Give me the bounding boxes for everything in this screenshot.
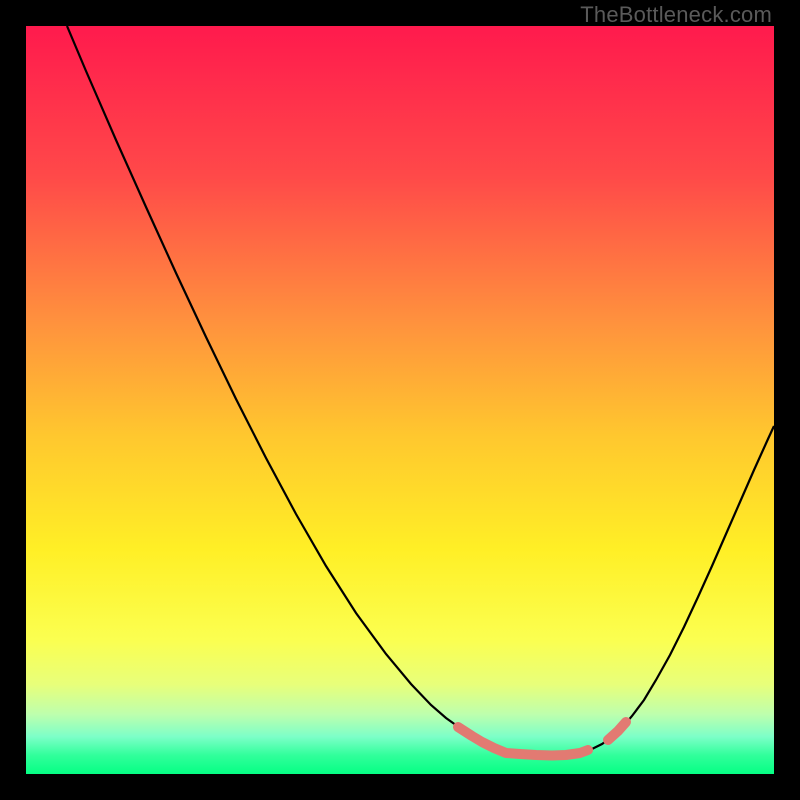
- chart-svg-layer: [26, 26, 774, 774]
- watermark-text: TheBottleneck.com: [580, 2, 772, 28]
- highlight-segment: [458, 727, 588, 756]
- optimal-range-highlight: [458, 722, 626, 756]
- plot-area: [26, 26, 774, 774]
- highlight-segment: [608, 722, 626, 740]
- bottleneck-curve: [67, 26, 774, 756]
